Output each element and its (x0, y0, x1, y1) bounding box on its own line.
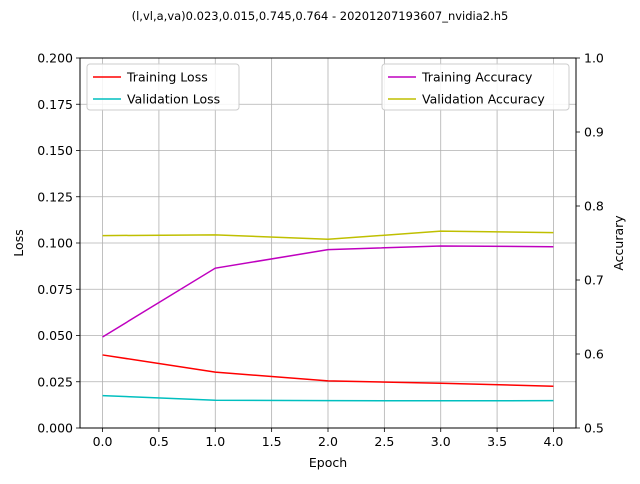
series-line-validation-accuracy (102, 230, 554, 241)
left-y-tick-label: 0.125 (37, 189, 73, 204)
series-lines (102, 230, 554, 402)
left-y-tick-label: 0.050 (37, 328, 73, 343)
series-line-training-loss (102, 354, 554, 387)
x-tick-label: 3.0 (431, 434, 451, 449)
x-tick-label: 2.0 (318, 434, 338, 449)
grid-lines (80, 57, 576, 429)
right-y-tick-label: 0.8 (584, 199, 604, 214)
series-line-training-accuracy (102, 245, 554, 338)
left-y-tick-label: 0.025 (37, 374, 73, 389)
left-y-tick-label: 0.200 (37, 51, 73, 66)
left-y-tick-label: 0.150 (37, 143, 73, 158)
right-y-tick-label: 0.6 (584, 347, 604, 362)
legend-label: Validation Accuracy (422, 92, 545, 107)
left-y-tick-label: 0.075 (37, 282, 73, 297)
left-y-tick-label: 0.100 (37, 236, 73, 251)
legend-label: Training Accuracy (421, 70, 533, 85)
x-tick-label: 4.0 (544, 434, 564, 449)
right-y-tick-label: 0.5 (584, 421, 604, 436)
right-y-tick-label: 1.0 (584, 51, 604, 66)
x-tick-label: 0.5 (149, 434, 169, 449)
x-tick-label: 1.5 (262, 434, 282, 449)
right-y-tick-label: 0.7 (584, 273, 604, 288)
right-y-tick-label: 0.9 (584, 125, 604, 140)
x-tick-label: 2.5 (374, 434, 394, 449)
left-y-tick-label: 0.175 (37, 97, 73, 112)
left-y-tick-label: 0.000 (37, 421, 73, 436)
left-y-axis-label: Loss (11, 229, 26, 256)
x-tick-label: 3.5 (487, 434, 507, 449)
right-y-axis-label: Accurary (611, 215, 626, 271)
series-line-validation-loss (102, 394, 554, 402)
legend-label: Validation Loss (127, 92, 220, 107)
x-tick-label: 1.0 (205, 434, 225, 449)
axis-ticks: 0.0 0.5 1.0 1.5 2.0 2.5 3.0 3.5 4.0 0.000 0.025 0.0… (37, 51, 604, 450)
legend-box (86, 63, 240, 111)
x-axis-label: Epoch (309, 455, 347, 470)
legend-box (381, 63, 570, 111)
x-tick-label: 0.0 (93, 434, 113, 449)
legends: Training Loss Validation Loss Training Acc… (86, 63, 570, 111)
chart-title: (l,vl,a,va)0.023,0.015,0.745,0.764 - 202… (132, 9, 509, 23)
legend-label: Training Loss (126, 70, 208, 85)
